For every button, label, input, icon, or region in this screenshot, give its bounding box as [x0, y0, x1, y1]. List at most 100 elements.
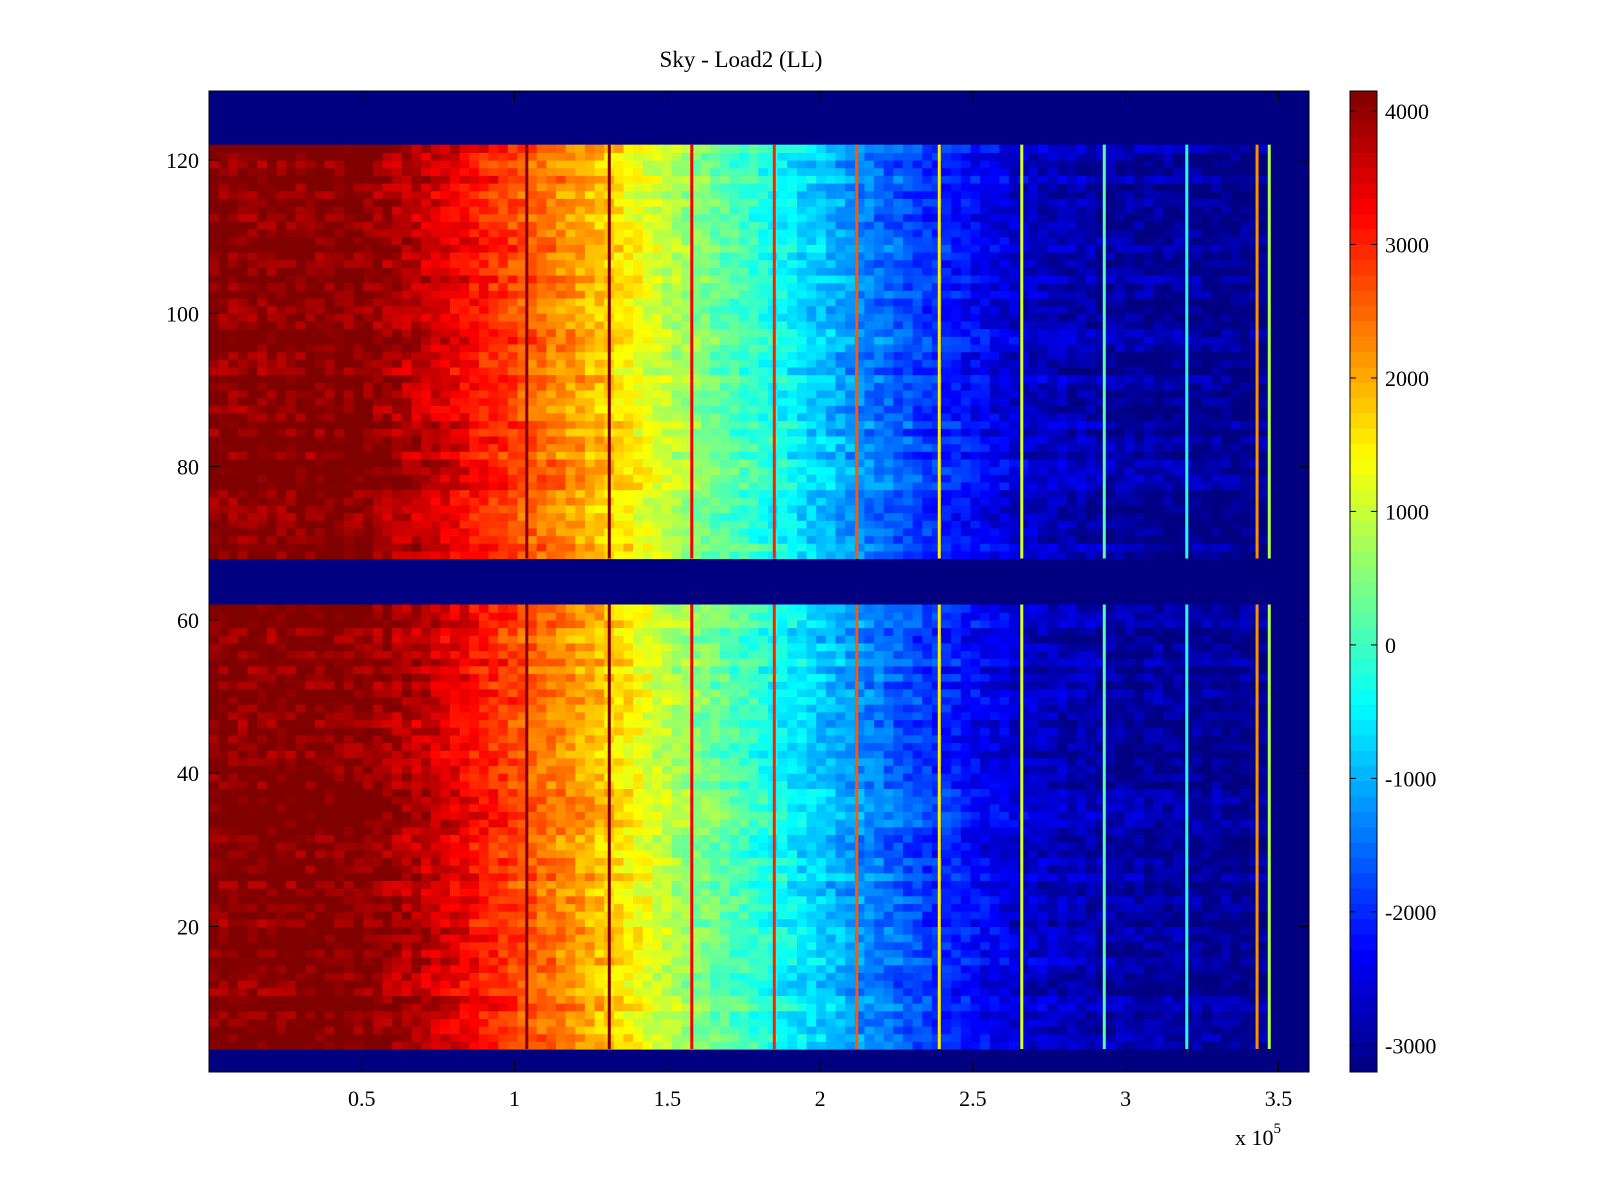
heatmap-cell — [980, 903, 991, 912]
heatmap-cell — [382, 857, 393, 866]
heatmap-cell — [517, 1003, 528, 1012]
heatmap-cell — [690, 711, 702, 721]
heatmap-cell — [1221, 727, 1232, 736]
heatmap-cell — [536, 765, 547, 774]
heatmap-cell — [1076, 727, 1087, 736]
heatmap-cell — [1086, 888, 1097, 897]
heatmap-cell — [353, 819, 364, 828]
heatmap-cell — [1115, 711, 1126, 721]
heatmap-cell — [1037, 788, 1049, 797]
heatmap-cell — [951, 980, 962, 989]
heatmap-cell — [864, 734, 875, 744]
heatmap-cell — [690, 742, 702, 751]
heatmap-cell — [903, 964, 914, 973]
heatmap-cell — [527, 880, 538, 889]
heatmap-cell — [748, 727, 760, 736]
heatmap-cell — [372, 980, 384, 989]
heatmap-cell — [931, 995, 943, 1004]
heatmap-cell — [411, 811, 422, 820]
heatmap-cell — [218, 842, 229, 851]
heatmap-cell — [392, 734, 403, 744]
heatmap-cell — [1076, 757, 1087, 767]
heatmap-cell — [922, 895, 933, 904]
heatmap-cell — [681, 765, 692, 774]
heatmap-cell — [1192, 865, 1203, 874]
heatmap-cell — [392, 696, 403, 705]
heatmap-cell — [507, 941, 519, 950]
heatmap-cell — [941, 727, 952, 736]
heatmap-cell — [353, 711, 364, 721]
heatmap-cell — [1201, 957, 1213, 966]
heatmap-cell — [1095, 834, 1107, 843]
heatmap-cell — [710, 780, 721, 790]
heatmap-cell — [565, 734, 576, 744]
heatmap-cell — [777, 727, 788, 736]
heatmap-cell — [951, 972, 962, 981]
heatmap-cell — [623, 826, 634, 836]
heatmap-cell — [209, 834, 220, 843]
heatmap-cell — [1066, 788, 1078, 797]
heatmap-cell — [941, 796, 952, 805]
heatmap-cell — [951, 964, 962, 973]
heatmap-cell — [1143, 788, 1155, 797]
heatmap-cell — [662, 1026, 673, 1035]
heatmap-cell — [1230, 888, 1241, 897]
heatmap-cell — [874, 1026, 885, 1035]
heatmap-cell — [652, 934, 663, 943]
heatmap-cell — [652, 880, 663, 889]
heatmap-cell — [1009, 719, 1020, 728]
heatmap-cell — [1124, 880, 1135, 889]
heatmap-cell — [430, 757, 441, 767]
heatmap-cell — [1047, 711, 1058, 721]
heatmap-cell — [633, 995, 644, 1004]
heatmap-cell — [825, 765, 837, 774]
heatmap-cell — [633, 734, 644, 744]
heatmap-cell — [613, 1033, 625, 1042]
heatmap-cell — [565, 742, 576, 751]
heatmap-cell — [295, 987, 306, 996]
heatmap-cell — [1221, 704, 1232, 713]
heatmap-cell — [1105, 964, 1116, 973]
heatmap-cell — [1153, 903, 1164, 912]
heatmap-cell — [411, 980, 422, 989]
heatmap-cell — [324, 888, 335, 897]
heatmap-cell — [575, 980, 586, 989]
heatmap-cell — [266, 788, 278, 797]
heatmap-cell — [941, 995, 952, 1004]
heatmap-cell — [883, 865, 894, 874]
heatmap-cell — [1028, 1003, 1039, 1012]
heatmap-cell — [883, 849, 894, 858]
heatmap-cell — [922, 742, 933, 751]
heatmap-cell — [1259, 750, 1270, 759]
heatmap-cell — [1009, 1041, 1020, 1050]
heatmap-cell — [459, 757, 470, 767]
heatmap-cell — [237, 1018, 249, 1027]
heatmap-cell — [575, 949, 586, 958]
heatmap-cell — [324, 727, 335, 736]
heatmap-cell — [854, 757, 866, 767]
heatmap-cell — [276, 918, 287, 927]
heatmap-cell — [1115, 941, 1126, 950]
heatmap-cell — [594, 895, 605, 904]
heatmap-cell — [806, 704, 817, 713]
heatmap-cell — [343, 704, 355, 713]
heatmap-cell — [527, 857, 538, 866]
heatmap-cell — [372, 1018, 384, 1027]
heatmap-cell — [276, 911, 287, 920]
heatmap-cell — [1259, 734, 1270, 744]
heatmap-cell — [459, 826, 470, 836]
heatmap-cell — [276, 727, 287, 736]
heatmap-cell — [1018, 750, 1029, 759]
heatmap-cell — [247, 1041, 258, 1050]
heatmap-cell — [266, 980, 278, 989]
heatmap-cell — [931, 857, 943, 866]
heatmap-cell — [353, 765, 364, 774]
heatmap-cell — [286, 1018, 297, 1027]
heatmap-cell — [777, 742, 788, 751]
heatmap-cell — [257, 849, 268, 858]
heatmap-cell — [1018, 980, 1029, 989]
heatmap-cell — [565, 911, 576, 920]
heatmap-cell — [1192, 811, 1203, 820]
heatmap-cell — [421, 757, 432, 767]
heatmap-cell — [575, 826, 586, 836]
